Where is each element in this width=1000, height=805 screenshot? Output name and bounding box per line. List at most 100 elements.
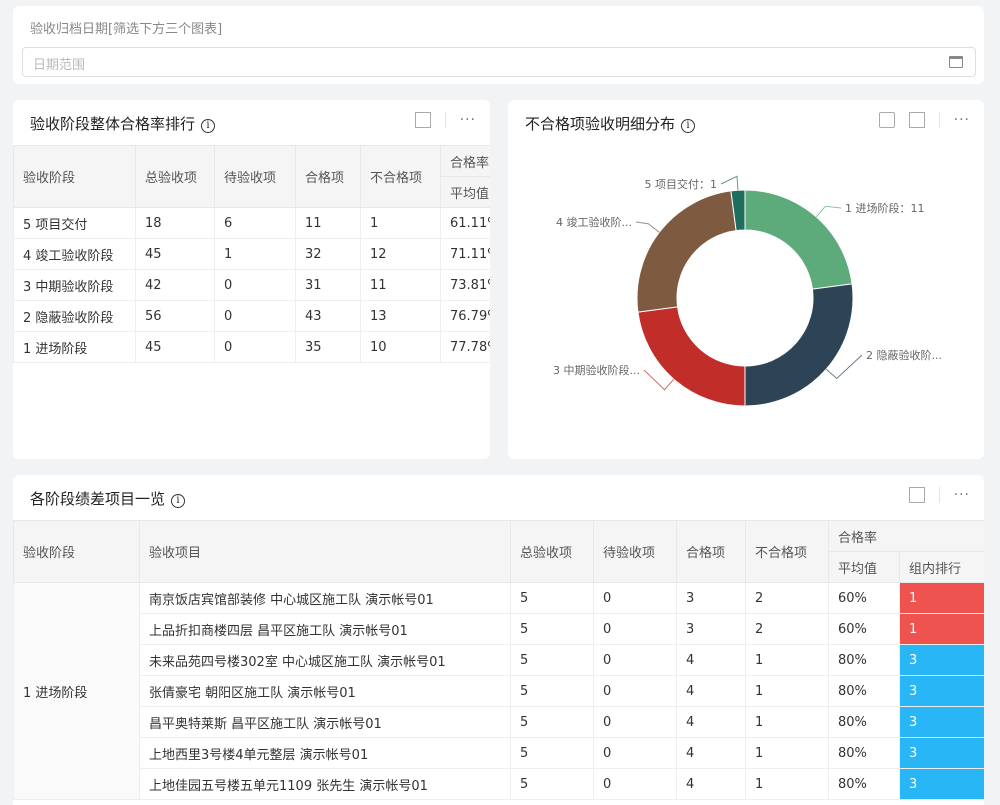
table-row[interactable]: 昌平奥特莱斯 昌平区施工队 演示帐号01 5 0 4 1 80% 3 [14, 706, 984, 738]
table-row[interactable]: 张倩豪宅 朝阳区施工队 演示帐号01 5 0 4 1 80% 3 [14, 675, 984, 707]
more-icon[interactable]: ··· [953, 112, 970, 128]
cell-stage: 3 中期验收阶段 [13, 269, 136, 301]
cell-pending: 6 [214, 207, 296, 239]
cell-pass: 4 [676, 675, 746, 707]
cell-fail: 11 [360, 269, 441, 301]
header-fail[interactable]: 不合格项 [745, 520, 829, 583]
cell-fail: 1 [360, 207, 441, 239]
cell-avg: 71.11% [440, 238, 490, 270]
cell-item: 未来品苑四号楼302室 中心城区施工队 演示帐号01 [139, 644, 511, 676]
cell-stage: 4 竣工验收阶段 [13, 238, 136, 270]
cell-total: 42 [135, 269, 215, 301]
cell-total: 5 [510, 582, 594, 614]
cell-pass: 31 [295, 269, 361, 301]
cell-pending: 0 [593, 706, 677, 738]
more-icon[interactable]: ··· [953, 487, 970, 503]
cell-fail: 1 [745, 644, 829, 676]
table-row[interactable]: 1 进场阶段 南京饭店宾馆部装修 中心城区施工队 演示帐号01 5 0 3 2 60% 1 [13, 582, 984, 800]
expand-icon[interactable] [908, 487, 925, 503]
cell-avg: 61.11% [440, 207, 490, 239]
cell-pending: 1 [214, 238, 296, 270]
donut-slice[interactable] [730, 189, 746, 232]
cell-pending: 0 [593, 768, 677, 800]
date-range-input[interactable]: 日期范围 [22, 47, 976, 77]
poor-projects-table: 验收阶段 验收项目 总验收项 待验收项 合格项 不合格项 合格率 平均值 组内排行 1 进场阶… [13, 520, 984, 800]
cell-total: 5 [510, 644, 594, 676]
table-row[interactable]: 上地西里3号楼4单元整层 演示帐号01 5 0 4 1 80% 3 [14, 737, 984, 769]
cell-pass: 43 [295, 300, 361, 332]
stage-pass-rate-card: 验收阶段整体合格率排行 i ··· 验收阶段 总验收项 待验收项 合格项 不合格项 合格率 … [13, 100, 490, 459]
cell-rank: 3 [898, 644, 984, 676]
cell-pass: 4 [676, 737, 746, 769]
label-line [815, 205, 842, 218]
header-pass[interactable]: 合格项 [676, 520, 746, 583]
info-icon[interactable]: i [171, 494, 186, 508]
header-stage[interactable]: 验收阶段 [13, 145, 136, 208]
cell-avg: 80% [828, 706, 900, 738]
cell-avg: 60% [828, 613, 900, 645]
cell-avg: 80% [828, 644, 900, 676]
cell-item: 上品折扣商楼四层 昌平区施工队 演示帐号01 [139, 613, 511, 645]
label-line [635, 221, 660, 233]
cell-pass: 35 [295, 331, 361, 363]
header-pending[interactable]: 待验收项 [214, 145, 296, 208]
header-fail[interactable]: 不合格项 [360, 145, 441, 208]
table-row[interactable]: 未来品苑四号楼302室 中心城区施工队 演示帐号01 5 0 4 1 80% 3 [14, 644, 984, 676]
donut-slice[interactable] [744, 189, 853, 290]
cell-stage: 1 进场阶段 [13, 331, 136, 363]
cell-stage: 2 隐蔽验收阶段 [13, 300, 136, 332]
calendar-icon[interactable] [949, 56, 963, 68]
card-title: 各阶段绩差项目一览 [30, 490, 166, 508]
header-rate: 合格率 [827, 520, 984, 552]
info-icon[interactable]: i [681, 119, 696, 133]
cell-pass: 32 [295, 238, 361, 270]
header-stage[interactable]: 验收阶段 [13, 520, 140, 583]
cell-rank: 3 [898, 675, 984, 707]
cell-pending: 0 [214, 300, 296, 332]
header-total[interactable]: 总验收项 [510, 520, 594, 583]
cell-stage: 5 项目交付 [13, 207, 136, 239]
header-item[interactable]: 验收项目 [139, 520, 511, 583]
cell-rank: 1 [898, 582, 984, 614]
cell-fail: 2 [745, 613, 829, 645]
slice-label: 5 项目交付：1 [645, 177, 718, 191]
download-icon[interactable] [878, 112, 895, 128]
cell-total: 5 [510, 768, 594, 800]
cell-pending: 0 [214, 269, 296, 301]
cell-pending: 0 [593, 613, 677, 645]
cell-fail: 1 [745, 768, 829, 800]
card-title: 不合格项验收明细分布 [525, 115, 676, 133]
cell-rank: 3 [898, 768, 984, 800]
expand-icon[interactable] [414, 112, 431, 128]
header-pending[interactable]: 待验收项 [593, 520, 677, 583]
more-icon[interactable]: ··· [459, 112, 476, 128]
cell-item: 张倩豪宅 朝阳区施工队 演示帐号01 [139, 675, 511, 707]
cell-pending: 0 [214, 331, 296, 363]
donut-slice[interactable] [636, 190, 737, 313]
header-rank[interactable]: 组内排行 [898, 551, 984, 583]
cell-rank: 3 [898, 706, 984, 738]
cell-fail: 1 [745, 675, 829, 707]
header-avg[interactable]: 平均值 [828, 551, 900, 583]
cell-total: 18 [135, 207, 215, 239]
table-row[interactable]: 上品折扣商楼四层 昌平区施工队 演示帐号01 5 0 3 2 60% 1 [14, 613, 984, 645]
poor-projects-card: 各阶段绩差项目一览 i ··· 验收阶段 验收项目 总验收项 待验收项 合格项 不合格项 合格… [13, 475, 984, 805]
header-avg[interactable]: 平均值 [440, 176, 490, 208]
cell-fail: 13 [360, 300, 441, 332]
donut-slice[interactable] [744, 283, 854, 407]
info-icon[interactable]: i [201, 119, 216, 133]
header-total[interactable]: 总验收项 [135, 145, 215, 208]
cell-pending: 0 [593, 644, 677, 676]
header-pass[interactable]: 合格项 [295, 145, 361, 208]
cell-pass: 11 [295, 207, 361, 239]
stage-pass-rate-table: 验收阶段 总验收项 待验收项 合格项 不合格项 合格率 平均值 5 项目交付 18 6 11 1 6… [13, 145, 490, 363]
expand-icon[interactable] [908, 112, 925, 128]
donut-slice[interactable] [637, 306, 746, 407]
table-row[interactable]: 上地佳园五号楼五单元1109 张先生 演示帐号01 5 0 4 1 80% 3 [14, 768, 984, 800]
label-line [825, 354, 863, 380]
